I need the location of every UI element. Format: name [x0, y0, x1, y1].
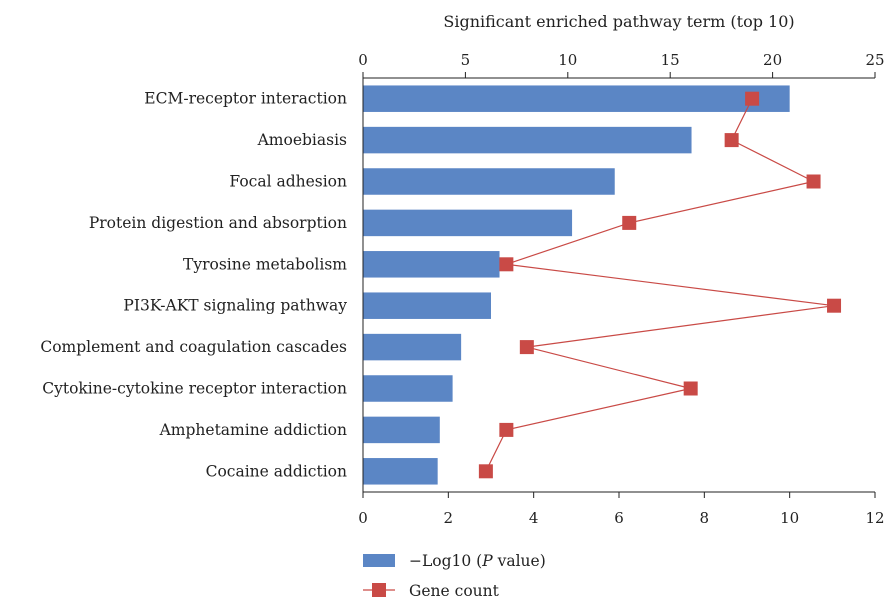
category-label: Cytokine-cytokine receptor interaction — [42, 380, 347, 398]
gene-count-marker — [519, 340, 534, 355]
chart-title: Significant enriched pathway term (top 1… — [443, 12, 794, 31]
gene-count-marker — [724, 133, 739, 148]
top-tick-label: 5 — [461, 51, 471, 69]
gene-count-marker — [622, 215, 637, 230]
bottom-tick-label: 4 — [529, 509, 539, 527]
category-label: Cocaine addiction — [206, 462, 347, 480]
gene-count-series — [478, 91, 842, 479]
legend-bar-label-suffix: value) — [493, 552, 546, 570]
top-tick-label: 25 — [865, 51, 884, 69]
legend-line-marker — [372, 583, 386, 597]
legend-bar-label: −Log10 (P value) — [409, 552, 546, 570]
top-tick-label: 15 — [661, 51, 680, 69]
gene-count-marker — [806, 174, 821, 189]
bottom-tick-label: 2 — [444, 509, 454, 527]
legend: −Log10 (P value) Gene count — [363, 552, 546, 599]
category-label: Tyrosine metabolism — [183, 255, 347, 273]
bar-neglog10-p — [363, 416, 440, 444]
bottom-axis: 0 2 4 6 8 10 12 — [358, 491, 885, 527]
bottom-tick-label: 10 — [780, 509, 799, 527]
top-tick-label: 20 — [763, 51, 782, 69]
gene-count-marker — [683, 381, 698, 396]
bar-neglog10-p — [363, 85, 790, 112]
gene-count-marker — [745, 91, 760, 106]
gene-count-marker — [499, 422, 514, 437]
gene-count-line — [485, 98, 835, 472]
bottom-tick-label: 8 — [700, 509, 710, 527]
bottom-tick-label: 12 — [865, 509, 884, 527]
category-labels: ECM-receptor interaction Amoebiasis Focal … — [40, 90, 347, 481]
bar-neglog10-p — [363, 168, 615, 195]
bottom-tick-label: 0 — [358, 509, 368, 527]
category-label: Protein digestion and absorption — [89, 214, 347, 232]
bar-neglog10-p — [363, 209, 573, 237]
top-tick-label: 10 — [558, 51, 577, 69]
legend-bar-label-p: P — [481, 552, 493, 570]
top-axis: 0 5 10 15 20 25 — [358, 51, 885, 79]
bar-neglog10-p — [363, 126, 692, 154]
bar-neglog10-p — [363, 333, 462, 361]
category-label: PI3K-AKT signaling pathway — [123, 297, 347, 315]
category-label: Amphetamine addiction — [159, 421, 347, 439]
gene-count-marker — [827, 298, 842, 313]
bar-neglog10-p — [363, 292, 491, 319]
legend-line-label: Gene count — [409, 582, 500, 599]
category-label: Focal adhesion — [229, 173, 347, 191]
category-label: Complement and coagulation cascades — [40, 338, 347, 356]
gene-count-marker — [478, 464, 493, 479]
top-tick-label: 0 — [358, 51, 368, 69]
bar-series — [363, 85, 790, 485]
bottom-tick-label: 6 — [614, 509, 624, 527]
bar-neglog10-p — [363, 458, 438, 485]
legend-bar-label-prefix: −Log10 ( — [409, 552, 482, 570]
legend-bar-swatch — [363, 554, 395, 567]
gene-count-marker — [499, 257, 514, 272]
category-label: Amoebiasis — [257, 131, 347, 149]
bar-neglog10-p — [363, 375, 453, 402]
bar-neglog10-p — [363, 251, 500, 278]
category-label: ECM-receptor interaction — [144, 90, 347, 108]
